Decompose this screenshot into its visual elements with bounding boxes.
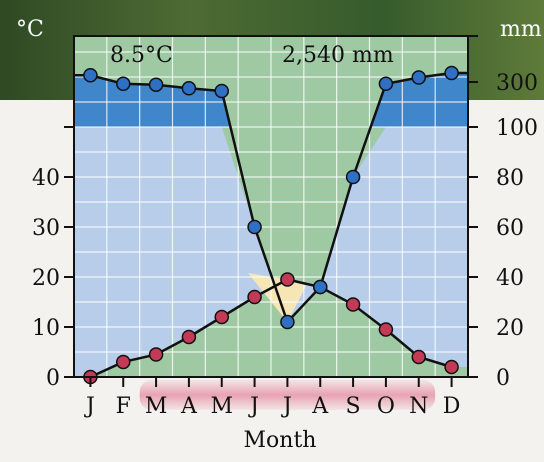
- x-axis-title: Month: [244, 428, 317, 453]
- left-axis-tick-label: 0: [46, 366, 60, 391]
- precipitation-point-7: [313, 279, 328, 295]
- x-axis-tick-label: M: [210, 394, 233, 419]
- temperature-point-9: [378, 322, 394, 337]
- temperature-point-3: [181, 329, 197, 345]
- growing-season-band: [139, 380, 436, 410]
- precipitation-point-4: [214, 83, 229, 99]
- x-axis-tick-label: J: [281, 394, 292, 419]
- precipitation-point-11: [444, 65, 459, 81]
- precipitation-point-10: [411, 70, 426, 85]
- x-axis-tick-label: M: [145, 394, 168, 419]
- precipitation-point-3: [181, 81, 197, 96]
- temperature-point-8: [345, 297, 361, 312]
- x-axis-tick-label: S: [346, 394, 361, 419]
- right-axis-tick-label: 80: [496, 166, 524, 191]
- right-axis-tick-label: 300: [496, 71, 538, 96]
- x-axis-tick-label: N: [409, 394, 428, 419]
- precipitation-point-5: [247, 219, 262, 235]
- x-axis-tick-label: D: [443, 394, 461, 419]
- plot-frame: [73, 35, 469, 378]
- x-axis-tick-label: J: [248, 394, 259, 419]
- temperature-point-2: [148, 347, 164, 362]
- x-axis-tick-label: J: [84, 394, 95, 419]
- temperature-point-11: [444, 359, 459, 375]
- precipitation-point-2: [148, 77, 164, 92]
- x-axis-tick-label: A: [180, 394, 198, 419]
- annual-precipitation: 2,540 mm: [282, 43, 394, 68]
- precipitation-point-8: [345, 169, 361, 185]
- temperature-point-6: [280, 272, 295, 287]
- left-axis-tick-label: 30: [32, 216, 60, 241]
- precipitation-point-1: [116, 76, 131, 92]
- right-axis-tick-label: 60: [496, 216, 524, 241]
- grid: [73, 36, 469, 377]
- x-axis-tick-label: O: [377, 394, 395, 419]
- temperature-point-4: [214, 309, 229, 325]
- temperature-point-5: [247, 289, 262, 305]
- temperature-point-1: [116, 354, 131, 370]
- right-axis-tick-label: 0: [496, 366, 510, 391]
- annual-temperature: 8.5°C: [110, 43, 173, 68]
- temperature-point-10: [411, 349, 426, 365]
- right-axis-unit: mm: [500, 17, 542, 42]
- right-axis-tick-label: 40: [496, 266, 524, 291]
- left-axis-tick-label: 40: [32, 166, 60, 191]
- precipitation-point-0: [83, 68, 98, 83]
- x-axis-tick-label: A: [311, 394, 329, 419]
- left-axis-tick-label: 10: [32, 316, 60, 341]
- left-axis-unit: °C: [16, 17, 44, 42]
- right-axis-tick-label: 100: [496, 116, 538, 141]
- right-axis-tick-label: 20: [496, 316, 524, 341]
- left-axis-tick-label: 20: [32, 266, 60, 291]
- very-wet-area-spring: [74, 75, 231, 127]
- very-wet-area-autumn: [370, 73, 468, 127]
- precipitation-point-9: [378, 76, 394, 92]
- precipitation-point-6: [280, 314, 295, 330]
- x-axis-tick-label: F: [116, 394, 131, 419]
